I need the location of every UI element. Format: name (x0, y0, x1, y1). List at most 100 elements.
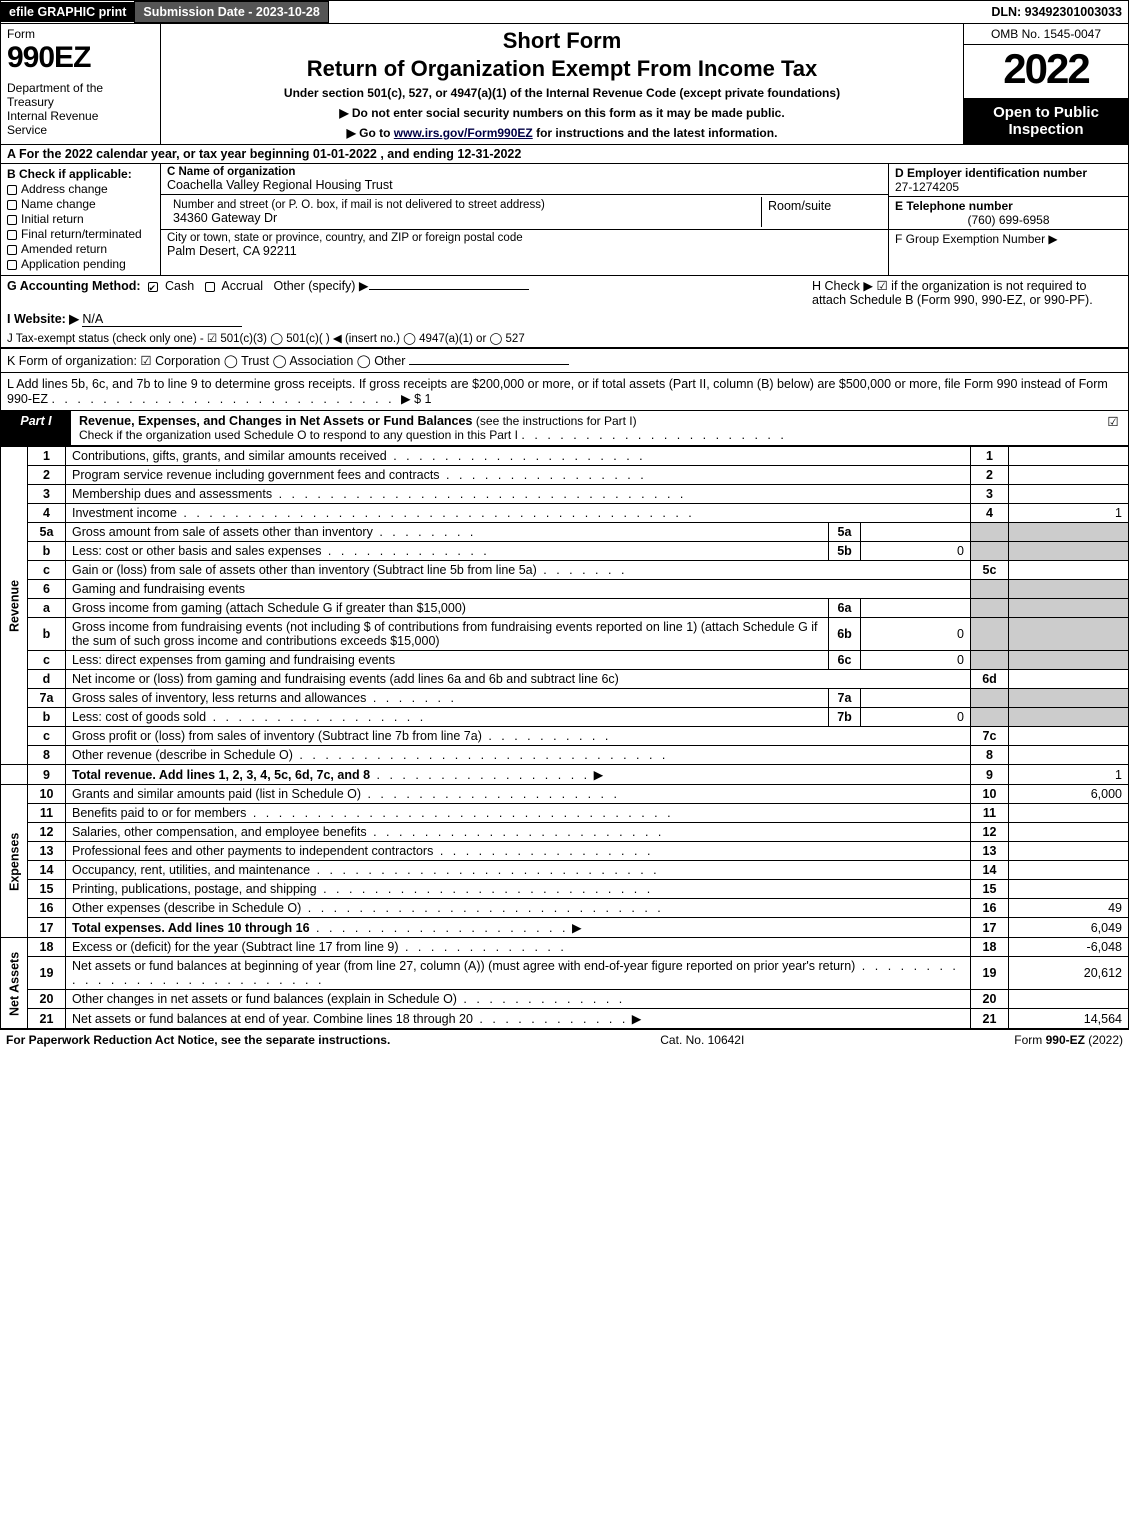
amt-17: 6,049 (1009, 918, 1129, 938)
part-i-schedule-o-check[interactable]: ☑ (1098, 411, 1128, 445)
subamt-6b: 0 (861, 618, 971, 651)
line-g: G Accounting Method: Cash Accrual Other … (7, 278, 802, 307)
amt-13 (1009, 842, 1129, 861)
chk-name-change[interactable]: Name change (7, 197, 154, 211)
org-name-block: C Name of organization Coachella Valley … (161, 164, 888, 195)
ein-label: D Employer identification number (895, 166, 1122, 180)
city-block: City or town, state or province, country… (161, 230, 888, 260)
city-label: City or town, state or province, country… (167, 232, 882, 244)
tax-year: 2022 (964, 45, 1128, 93)
ssn-warning: ▶ Do not enter social security numbers o… (169, 106, 955, 120)
form-label: Form (7, 27, 154, 41)
amt-14 (1009, 861, 1129, 880)
amt-10: 6,000 (1009, 785, 1129, 804)
amt-21: 14,564 (1009, 1009, 1129, 1029)
amt-18: -6,048 (1009, 938, 1129, 957)
section-b: B Check if applicable: Address change Na… (1, 164, 161, 275)
amt-16: 49 (1009, 899, 1129, 918)
submission-date-label: Submission Date - 2023-10-28 (134, 1, 328, 23)
amt-7c (1009, 727, 1129, 746)
part-i-header: Part I Revenue, Expenses, and Changes in… (0, 411, 1129, 446)
org-name: Coachella Valley Regional Housing Trust (167, 178, 882, 192)
phone-label: E Telephone number (895, 199, 1122, 213)
amt-2 (1009, 466, 1129, 485)
line-a: A For the 2022 calendar year, or tax yea… (0, 145, 1129, 164)
city-value: Palm Desert, CA 92211 (167, 244, 882, 258)
goto-line: ▶ Go to www.irs.gov/Form990EZ for instru… (169, 126, 955, 140)
part-i-table: Revenue 1 Contributions, gifts, grants, … (0, 446, 1129, 1029)
street-value: 34360 Gateway Dr (173, 211, 755, 225)
topbar-left: efile GRAPHIC print Submission Date - 20… (1, 1, 329, 23)
ein-value: 27-1274205 (895, 180, 1122, 194)
page-footer: For Paperwork Reduction Act Notice, see … (0, 1029, 1129, 1050)
subamt-5a (861, 523, 971, 542)
amt-3 (1009, 485, 1129, 504)
lines-g-through-j: G Accounting Method: Cash Accrual Other … (0, 276, 1129, 349)
room-label: Room/suite (768, 199, 876, 213)
amt-6d (1009, 670, 1129, 689)
form-id-footer: Form 990-EZ (2022) (1014, 1033, 1123, 1047)
form-number: 990EZ (7, 41, 154, 75)
header-center: Short Form Return of Organization Exempt… (161, 24, 963, 144)
street-block: Number and street (or P. O. box, if mail… (161, 195, 888, 230)
ein-block: D Employer identification number 27-1274… (889, 164, 1128, 197)
topbar: efile GRAPHIC print Submission Date - 20… (0, 0, 1129, 24)
group-exemption-label: F Group Exemption Number ▶ (895, 232, 1122, 246)
chk-final-return[interactable]: Final return/terminated (7, 227, 154, 241)
expenses-section-label: Expenses (1, 785, 28, 938)
subamt-7b: 0 (861, 708, 971, 727)
chk-application-pending[interactable]: Application pending (7, 257, 154, 271)
under-section: Under section 501(c), 527, or 4947(a)(1)… (169, 86, 955, 100)
amt-11 (1009, 804, 1129, 823)
paperwork-notice: For Paperwork Reduction Act Notice, see … (6, 1033, 390, 1047)
chk-initial-return[interactable]: Initial return (7, 212, 154, 226)
line-l-amount: ▶ $ 1 (401, 392, 431, 406)
section-b-title: B Check if applicable: (7, 167, 154, 181)
street-label: Number and street (or P. O. box, if mail… (173, 199, 755, 211)
group-exemption-block: F Group Exemption Number ▶ (889, 230, 1128, 248)
irs-link[interactable]: www.irs.gov/Form990EZ (394, 126, 533, 140)
line-k: K Form of organization: ☑ Corporation ◯ … (0, 349, 1129, 373)
chk-address-change[interactable]: Address change (7, 182, 154, 196)
open-to-public-badge: Open to Public Inspection (964, 98, 1128, 144)
section-d: D Employer identification number 27-1274… (888, 164, 1128, 275)
amt-4: 1 (1009, 504, 1129, 523)
line-l: L Add lines 5b, 6c, and 7b to line 9 to … (0, 373, 1129, 411)
form-header: Form 990EZ Department of theTreasuryInte… (0, 24, 1129, 145)
dln-label: DLN: 93492301003033 (991, 5, 1128, 19)
section-c: C Name of organization Coachella Valley … (161, 164, 888, 275)
efile-print-label[interactable]: efile GRAPHIC print (1, 2, 134, 22)
line-h: H Check ▶ ☑ if the organization is not r… (802, 278, 1122, 307)
subamt-6c: 0 (861, 651, 971, 670)
amt-20 (1009, 990, 1129, 1009)
goto-pre: ▶ Go to (347, 126, 394, 140)
amt-9: 1 (1009, 765, 1129, 785)
chk-accrual[interactable] (205, 282, 215, 292)
department-label: Department of theTreasuryInternal Revenu… (7, 81, 154, 137)
header-left: Form 990EZ Department of theTreasuryInte… (1, 24, 161, 144)
return-title: Return of Organization Exempt From Incom… (169, 56, 955, 82)
chk-cash[interactable] (148, 282, 158, 292)
part-i-title: Revenue, Expenses, and Changes in Net As… (71, 411, 1098, 445)
phone-block: E Telephone number (760) 699-6958 (889, 197, 1128, 230)
amt-12 (1009, 823, 1129, 842)
omb-number: OMB No. 1545-0047 (964, 24, 1128, 45)
header-right: OMB No. 1545-0047 2022 Open to Public In… (963, 24, 1128, 144)
top-info-grid: B Check if applicable: Address change Na… (0, 164, 1129, 276)
amt-5c (1009, 561, 1129, 580)
website-value: N/A (82, 312, 242, 327)
amt-15 (1009, 880, 1129, 899)
subamt-5b: 0 (861, 542, 971, 561)
net-assets-section-label: Net Assets (1, 938, 28, 1029)
short-form-title: Short Form (169, 28, 955, 54)
line-j: J Tax-exempt status (check only one) - ☑… (1, 329, 1128, 348)
revenue-section-label: Revenue (1, 447, 28, 765)
amt-8 (1009, 746, 1129, 765)
chk-amended-return[interactable]: Amended return (7, 242, 154, 256)
amt-1 (1009, 447, 1129, 466)
part-i-tag: Part I (1, 411, 71, 445)
amt-19: 20,612 (1009, 957, 1129, 990)
subamt-7a (861, 689, 971, 708)
phone-value: (760) 699-6958 (895, 213, 1122, 227)
line-i: I Website: ▶ N/A (1, 309, 1128, 329)
